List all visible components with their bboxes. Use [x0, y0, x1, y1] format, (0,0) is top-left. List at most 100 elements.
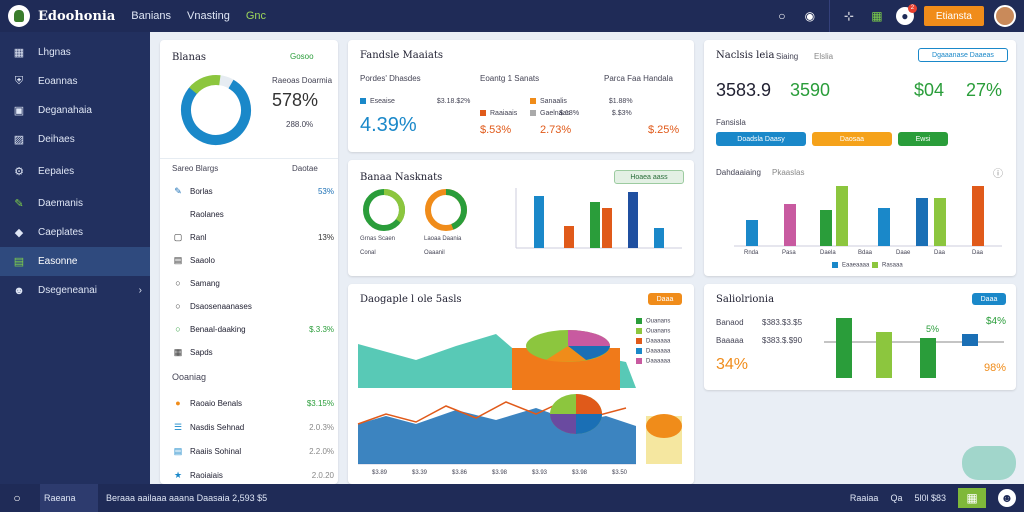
- nav-link-3[interactable]: Gnc: [245, 10, 267, 22]
- circle-icon: ○: [175, 324, 181, 334]
- grid-icon[interactable]: ▦: [871, 9, 883, 23]
- list-item-label: Saaolo: [190, 255, 215, 265]
- list-item[interactable]: ★ Raoiaiais 2.0.20: [172, 468, 334, 482]
- help-icon[interactable]: ◉: [804, 9, 816, 23]
- sidebar-item-label: Deganahaia: [38, 105, 92, 116]
- period-pill[interactable]: Daaa: [648, 293, 682, 305]
- sidebar-item-7[interactable]: ◆ Caeplates: [0, 218, 150, 247]
- search-icon[interactable]: ○: [778, 9, 786, 23]
- legend-item: Oaaanil: [424, 250, 445, 256]
- pen-icon: ✎: [14, 198, 24, 210]
- sub-label-1: Pordes' Dhasdes: [360, 74, 421, 83]
- list-item[interactable]: Raolanes: [172, 207, 334, 221]
- nav-link-1[interactable]: Banians: [131, 10, 172, 22]
- bar-chart-small: [515, 188, 682, 249]
- axis-tick-label: $3.98: [492, 470, 508, 476]
- status-label[interactable]: Raeana: [40, 484, 98, 512]
- axis-tick-label: Daae: [896, 250, 911, 256]
- sidebar-item-4[interactable]: ▨ Deihaes: [0, 125, 150, 154]
- chart-title: Dahdaaiaing: [716, 168, 761, 177]
- pin-icon[interactable]: ⊹: [843, 9, 854, 23]
- list-item-label: Samang: [190, 278, 220, 288]
- action-button-2[interactable]: Daosaa: [812, 132, 892, 146]
- list-item-label: Borlas: [190, 186, 213, 196]
- legend-item: Ouanans: [636, 328, 670, 335]
- chevron-right-icon: ›: [138, 285, 142, 296]
- list-item-value: 13%: [317, 232, 334, 242]
- axis-tick-label: Daa: [972, 250, 984, 256]
- sidebar-item-8[interactable]: ▤ Easonne: [0, 247, 150, 276]
- axis-tick-label: Daela: [820, 250, 836, 256]
- sidebar-item-label: Dsegeneanai: [38, 285, 97, 296]
- sidebar-item-6[interactable]: ✎ Daemanis: [0, 189, 150, 218]
- panel-subtitle: Siaing: [776, 52, 799, 61]
- chat-bubble-button[interactable]: [962, 446, 1016, 480]
- status-right-1[interactable]: Raaiaa: [849, 493, 879, 503]
- header-button[interactable]: Dgaaanase Daaeas: [918, 48, 1008, 62]
- action-button-1[interactable]: Doadsla Daasy: [716, 132, 806, 146]
- sidebar-item-2[interactable]: ⛨ Eoannas: [0, 67, 150, 96]
- list-item[interactable]: ▤ Raaiis Sohinal 2.2.0%: [172, 444, 334, 458]
- user-icon[interactable]: ☻: [998, 489, 1016, 507]
- list-item[interactable]: ▦ Sapds: [172, 345, 334, 359]
- action-button-3[interactable]: Ewsi: [898, 132, 948, 146]
- list-item[interactable]: ○ Dsaosenaanases: [172, 299, 334, 313]
- area-chart-panel: Daogaple l ole 5asls Daaa Ouanans Ouanans…: [348, 284, 694, 484]
- sidebar-item-1[interactable]: ▦ Lhgnas: [0, 38, 150, 67]
- nav-link-2[interactable]: Vnasting: [187, 10, 230, 22]
- h-icon: ▦: [173, 346, 183, 357]
- axis-tick-label: $3.86: [452, 470, 468, 476]
- divider: [828, 0, 830, 32]
- sidebar-item-9[interactable]: ☻ Dsegeneanai ›: [0, 276, 150, 305]
- chat-icon[interactable]: ○: [13, 491, 21, 505]
- sidebar-item-label: Eepaies: [38, 166, 75, 177]
- info-icon[interactable]: ⓘ: [993, 168, 1003, 180]
- chart-icon: ▤: [13, 256, 25, 268]
- sidebar-item-3[interactable]: ▣ Deganahaia: [0, 96, 150, 125]
- list-item[interactable]: ○ Benaal-daaking $.3.3%: [172, 322, 334, 336]
- list-item-value: 2.0.3%: [309, 422, 334, 432]
- axis-tick-label: $3.98: [572, 470, 588, 476]
- overview-panel: Blanas Gosoo Raeoas Doarmia 578% 288.0% …: [160, 40, 338, 484]
- grid-icon: ▦: [13, 47, 25, 59]
- grid-icon[interactable]: ▦: [958, 488, 986, 508]
- coin-icon: ●: [175, 398, 181, 408]
- circle-icon: ○: [175, 278, 181, 288]
- filter-dropdown[interactable]: Hoaea aass: [614, 170, 684, 184]
- list-item[interactable]: ▢ Ranl 13%: [172, 230, 334, 244]
- list-item[interactable]: ○ Samang: [172, 276, 334, 290]
- list-item[interactable]: ▤ Saaolo: [172, 253, 334, 267]
- row-value-1: $383.$3.$5: [762, 318, 803, 327]
- status-right-2[interactable]: Qa: [890, 493, 903, 503]
- legend-item: Daaaaaa: [636, 338, 670, 345]
- sidebar-item-5[interactable]: ⚙ Eepaies: [0, 157, 150, 186]
- panel-title: Daogaple l ole 5asls: [360, 294, 462, 305]
- shield-icon: ⛨: [14, 75, 24, 87]
- area-chart: [357, 330, 682, 465]
- axis-tick-label: Bdaa: [858, 250, 873, 256]
- legend-item: Grnas Scaen: [360, 236, 396, 242]
- period-pill[interactable]: Daaa: [972, 293, 1006, 305]
- top-bar: Edoohonia Banians Vnasting Gnc ○ ◉ ⊹ ▦ ●…: [0, 0, 1024, 32]
- avatar[interactable]: [994, 5, 1016, 27]
- bar-chart: [734, 186, 1002, 247]
- sub-label-3: Parca Faa Handala: [604, 74, 673, 83]
- primary-action-button[interactable]: Etiansta: [923, 6, 984, 26]
- sidebar: ▦ Lhgnas ⛨ Eoannas ▣ Deganahaia ▨ Deihaes ⚙ E…: [0, 32, 150, 484]
- section-title: Sareo Blargs: [172, 164, 219, 173]
- app-logo-icon[interactable]: [8, 5, 30, 27]
- section-title: Fansisla: [716, 118, 746, 127]
- status-right-3[interactable]: 5l0l $83: [914, 493, 946, 503]
- list-item[interactable]: ☰ Nasdis Sehnad 2.0.3%: [172, 420, 334, 434]
- list-item[interactable]: ● Raoaio Benals $3.15%: [172, 396, 334, 410]
- list-item-label: Ranl: [190, 232, 207, 242]
- notification-icon[interactable]: ● 2: [895, 4, 917, 25]
- list-item[interactable]: ✎ Borlas 53%: [172, 184, 334, 198]
- list-item-value: 2.2.0%: [309, 446, 334, 456]
- sidebar-item-label: Daemanis: [38, 198, 84, 209]
- list-item-label: Benaal-daaking: [190, 324, 246, 334]
- market-panel: Fandsle Maaiats Pordes' Dhasdes Eoantg 1…: [348, 40, 694, 152]
- panel-tag[interactable]: Gosoo: [290, 52, 314, 61]
- value-3: 98%: [984, 362, 1007, 374]
- big-value: 4.39%: [360, 114, 417, 136]
